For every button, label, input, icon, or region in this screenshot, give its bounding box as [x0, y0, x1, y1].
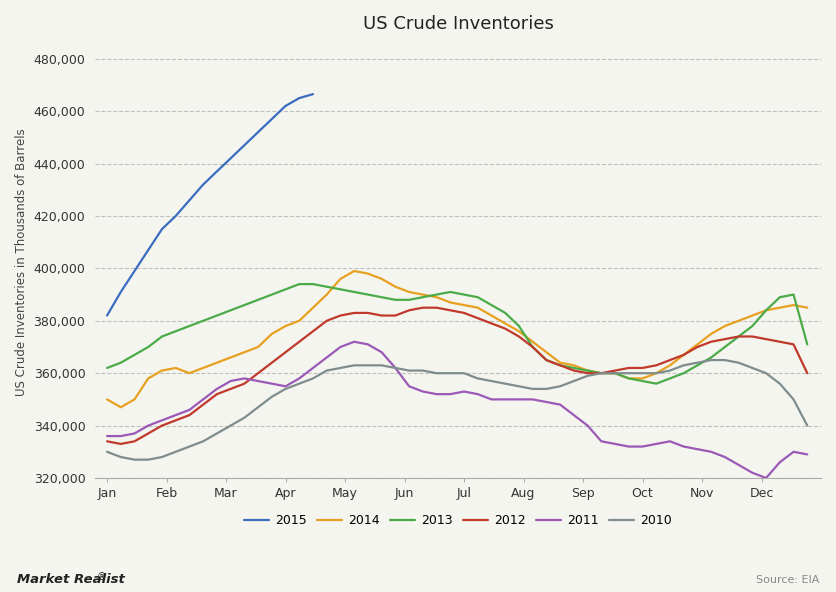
2010: [706, 356, 716, 363]
2012: [500, 325, 510, 332]
2015: [308, 91, 318, 98]
2013: [803, 341, 813, 348]
2015: [226, 155, 236, 162]
2010: [487, 378, 497, 385]
2010: [130, 456, 140, 463]
2010: [446, 369, 456, 377]
2015: [102, 312, 112, 319]
2011: [102, 433, 112, 440]
2015: [253, 128, 263, 136]
2013: [487, 301, 497, 308]
2010: [803, 422, 813, 429]
2011: [568, 411, 579, 419]
2013: [446, 288, 456, 295]
2014: [583, 367, 593, 374]
Y-axis label: US Crude Inventories in Thousands of Barrels: US Crude Inventories in Thousands of Bar…: [15, 128, 28, 395]
2013: [102, 365, 112, 372]
Text: Market Realist: Market Realist: [17, 573, 125, 586]
2015: [143, 246, 153, 253]
2014: [459, 301, 469, 308]
2015: [185, 197, 195, 204]
2015: [171, 213, 181, 220]
2013: [294, 281, 304, 288]
2011: [157, 417, 167, 424]
2015: [281, 102, 291, 110]
2010: [102, 448, 112, 455]
2010: [171, 448, 181, 455]
2015: [130, 268, 140, 275]
2014: [349, 268, 359, 275]
2011: [803, 451, 813, 458]
2014: [500, 320, 510, 327]
Line: 2013: 2013: [107, 284, 808, 384]
Line: 2010: 2010: [107, 360, 808, 459]
Text: Source: EIA: Source: EIA: [756, 575, 819, 585]
2013: [568, 365, 579, 372]
2013: [157, 333, 167, 340]
2012: [363, 310, 373, 317]
2012: [171, 417, 181, 424]
2012: [583, 369, 593, 377]
2014: [102, 396, 112, 403]
Title: US Crude Inventories: US Crude Inventories: [363, 15, 553, 33]
Line: 2012: 2012: [107, 308, 808, 444]
2013: [363, 291, 373, 298]
2014: [377, 275, 387, 282]
Legend: 2015, 2014, 2013, 2012, 2011, 2010: 2015, 2014, 2013, 2012, 2011, 2010: [239, 509, 677, 532]
2012: [418, 304, 428, 311]
Line: 2015: 2015: [107, 94, 313, 316]
2010: [363, 362, 373, 369]
2012: [102, 437, 112, 445]
2014: [803, 304, 813, 311]
2011: [349, 338, 359, 345]
2015: [115, 288, 125, 295]
2010: [568, 378, 579, 385]
2014: [171, 365, 181, 372]
2015: [239, 141, 249, 149]
2011: [542, 398, 552, 406]
2015: [212, 168, 222, 175]
2010: [542, 385, 552, 392]
2015: [157, 226, 167, 233]
2014: [115, 404, 125, 411]
Line: 2011: 2011: [107, 342, 808, 478]
2013: [542, 356, 552, 363]
2011: [761, 474, 771, 481]
2012: [115, 440, 125, 448]
2012: [459, 310, 469, 317]
Line: 2014: 2014: [107, 271, 808, 407]
Text: ®: ®: [96, 572, 106, 582]
2015: [198, 181, 208, 188]
2011: [363, 341, 373, 348]
2011: [446, 391, 456, 398]
2015: [267, 115, 277, 123]
2012: [803, 369, 813, 377]
2013: [651, 380, 661, 387]
2014: [555, 359, 565, 366]
2012: [555, 362, 565, 369]
2015: [294, 95, 304, 102]
2011: [487, 396, 497, 403]
